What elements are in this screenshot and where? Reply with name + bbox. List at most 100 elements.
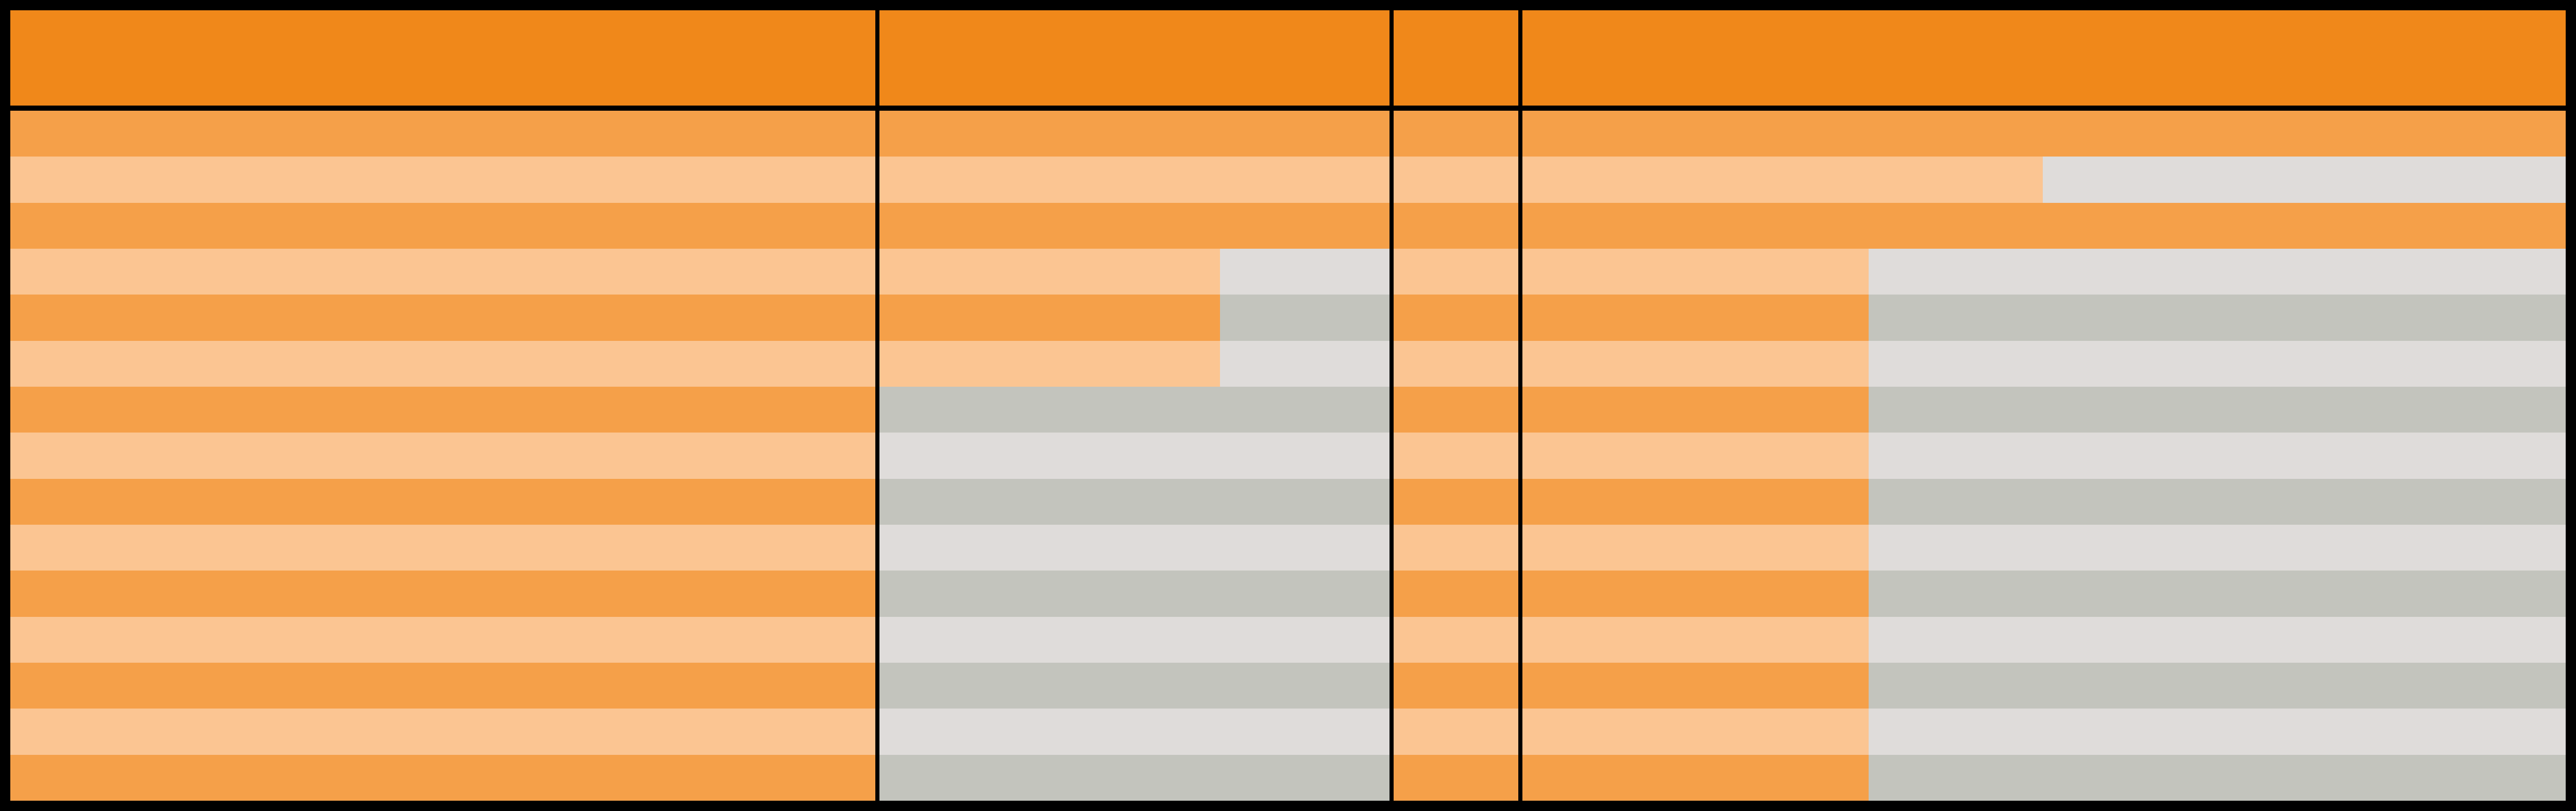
cell-fill-bar xyxy=(10,387,877,433)
table-cell xyxy=(1520,663,2566,709)
table-cell xyxy=(10,295,877,341)
table-cell xyxy=(10,111,877,157)
cell-fill-bar xyxy=(1392,616,1520,663)
cell-fill-bar xyxy=(10,616,877,663)
table-cell xyxy=(877,616,1392,663)
cell-fill-bar xyxy=(10,249,877,295)
table-cell xyxy=(1520,525,2566,571)
table-cell xyxy=(1392,387,1520,433)
cell-fill-bar xyxy=(1520,340,1869,387)
cell-fill-bar xyxy=(10,295,877,341)
cell-fill-bar xyxy=(1520,387,1869,433)
table-cell xyxy=(1520,249,2566,295)
table-cell xyxy=(877,754,1392,801)
table-cell xyxy=(1392,754,1520,801)
table-frame xyxy=(10,10,2566,801)
table-cell xyxy=(10,525,877,571)
cell-fill-bar xyxy=(1392,157,1520,203)
table-cell xyxy=(10,478,877,525)
column-divider xyxy=(875,10,879,801)
column-header xyxy=(1392,10,1520,106)
cell-fill-bar xyxy=(10,709,877,755)
cell-fill-bar xyxy=(877,249,1220,295)
table-cell xyxy=(1392,340,1520,387)
table-cell xyxy=(1520,433,2566,479)
table-cell xyxy=(1392,433,1520,479)
cell-fill-bar xyxy=(1392,433,1520,479)
cell-fill-bar xyxy=(1520,525,1869,571)
table-cell xyxy=(1520,202,2566,249)
table-cell xyxy=(10,616,877,663)
cell-fill-bar xyxy=(1392,340,1520,387)
table-cell xyxy=(10,157,877,203)
table-cell xyxy=(10,571,877,617)
cell-fill-bar xyxy=(1520,616,1869,663)
cell-fill-bar xyxy=(10,663,877,709)
cell-fill-bar xyxy=(1520,157,2043,203)
table-cell xyxy=(1392,249,1520,295)
column-header xyxy=(1520,10,2566,106)
column-divider xyxy=(1389,10,1394,801)
cell-fill-bar xyxy=(10,525,877,571)
table-cell xyxy=(1520,709,2566,755)
cell-fill-bar xyxy=(1392,295,1520,341)
cell-fill-bar xyxy=(1392,663,1520,709)
cell-fill-bar xyxy=(877,202,1392,249)
table-cell xyxy=(10,202,877,249)
cell-fill-bar xyxy=(1520,111,2566,157)
table-cell xyxy=(1520,387,2566,433)
table-cell xyxy=(1392,111,1520,157)
table-cell xyxy=(1392,478,1520,525)
table-cell xyxy=(10,387,877,433)
table-cell xyxy=(877,340,1392,387)
cell-fill-bar xyxy=(10,111,877,157)
table-cell xyxy=(1520,157,2566,203)
table-cell xyxy=(10,663,877,709)
cell-fill-bar xyxy=(1392,111,1520,157)
cell-fill-bar xyxy=(10,340,877,387)
table-cell xyxy=(877,157,1392,203)
table-cell xyxy=(10,754,877,801)
table-cell xyxy=(1392,202,1520,249)
table-cell xyxy=(1520,571,2566,617)
cell-fill-bar xyxy=(1392,525,1520,571)
table-cell xyxy=(877,295,1392,341)
column-header xyxy=(10,10,877,106)
cell-fill-bar xyxy=(1392,571,1520,617)
table-cell xyxy=(1392,525,1520,571)
table-cell xyxy=(877,202,1392,249)
cell-fill-bar xyxy=(877,340,1220,387)
cell-fill-bar xyxy=(877,111,1392,157)
table-cell xyxy=(1520,111,2566,157)
cell-fill-bar xyxy=(1520,663,1869,709)
table-cell xyxy=(1392,616,1520,663)
cell-fill-bar xyxy=(1520,571,1869,617)
table-cell xyxy=(1392,571,1520,617)
table-cell xyxy=(877,571,1392,617)
table-cell xyxy=(1520,340,2566,387)
table-cell xyxy=(1392,709,1520,755)
table-cell xyxy=(1392,157,1520,203)
table-cell xyxy=(877,249,1392,295)
cell-fill-bar xyxy=(1520,202,2566,249)
cell-fill-bar xyxy=(1520,709,1869,755)
table-column-4 xyxy=(1520,10,2566,801)
header-divider xyxy=(10,106,2566,111)
cell-fill-bar xyxy=(1392,709,1520,755)
table-cell xyxy=(1392,295,1520,341)
table-cell xyxy=(1392,663,1520,709)
table-column-2 xyxy=(877,10,1392,801)
column-header xyxy=(877,10,1392,106)
cell-fill-bar xyxy=(1392,202,1520,249)
table-cell xyxy=(1520,478,2566,525)
progress-table xyxy=(10,10,2566,801)
table-cell xyxy=(10,433,877,479)
table-cell xyxy=(1520,295,2566,341)
cell-fill-bar xyxy=(1520,433,1869,479)
cell-fill-bar xyxy=(1392,478,1520,525)
cell-fill-bar xyxy=(1520,249,1869,295)
column-divider xyxy=(1518,10,1522,801)
table-cell xyxy=(877,478,1392,525)
table-cell xyxy=(1520,754,2566,801)
cell-fill-bar xyxy=(10,571,877,617)
